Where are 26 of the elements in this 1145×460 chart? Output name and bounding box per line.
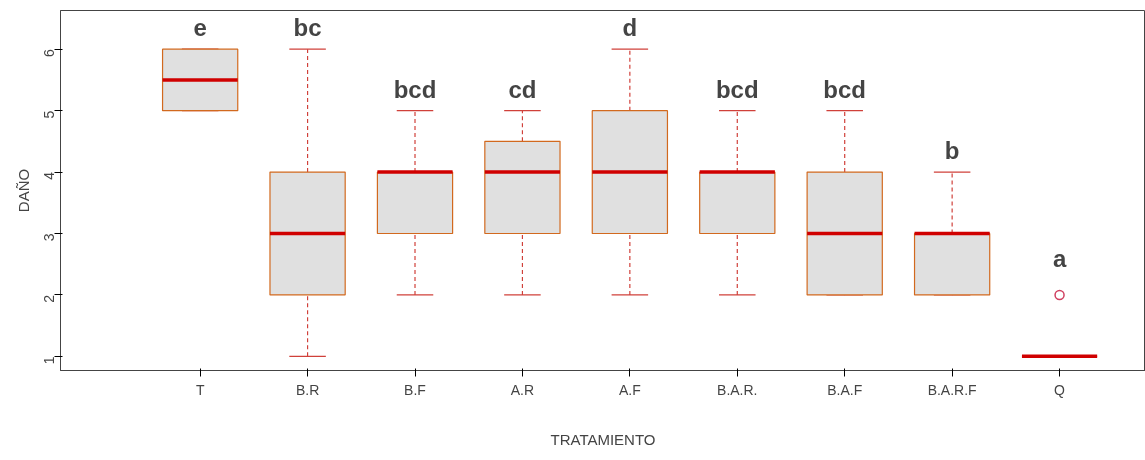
x-tick-label: A.F — [618, 381, 641, 398]
x-tick-label: Q — [1054, 381, 1066, 398]
y-tick-label: 1 — [41, 356, 58, 365]
x-tick-label: A.R — [510, 381, 535, 398]
x-tick-label: B.F — [404, 381, 426, 398]
annotation: cd — [508, 75, 537, 103]
annotation: bcd — [715, 75, 759, 103]
annotation: b — [944, 137, 960, 165]
x-tick-label: B.R — [295, 381, 320, 398]
y-tick-label: 3 — [41, 233, 58, 242]
y-tick-label: 4 — [41, 171, 58, 180]
annotation: e — [193, 14, 207, 42]
x-tick-label: B.A.R.F — [927, 381, 977, 398]
annotation: a — [1052, 244, 1067, 272]
annotation: bcd — [393, 75, 437, 103]
x-tick-label: T — [195, 381, 205, 398]
x-tick-label: B.A.R. — [717, 381, 758, 398]
annotation: bc — [293, 14, 322, 42]
y-tick-label: 6 — [41, 48, 58, 57]
annotation: d — [622, 14, 638, 42]
annotation: bcd — [823, 75, 867, 103]
x-tick-label: B.A.F — [827, 381, 863, 398]
y-axis-title: DAÑO — [14, 168, 32, 213]
y-tick-label: 5 — [41, 110, 58, 119]
x-axis-title: TRATAMIENTO — [550, 430, 656, 448]
y-tick-label: 2 — [41, 294, 58, 303]
